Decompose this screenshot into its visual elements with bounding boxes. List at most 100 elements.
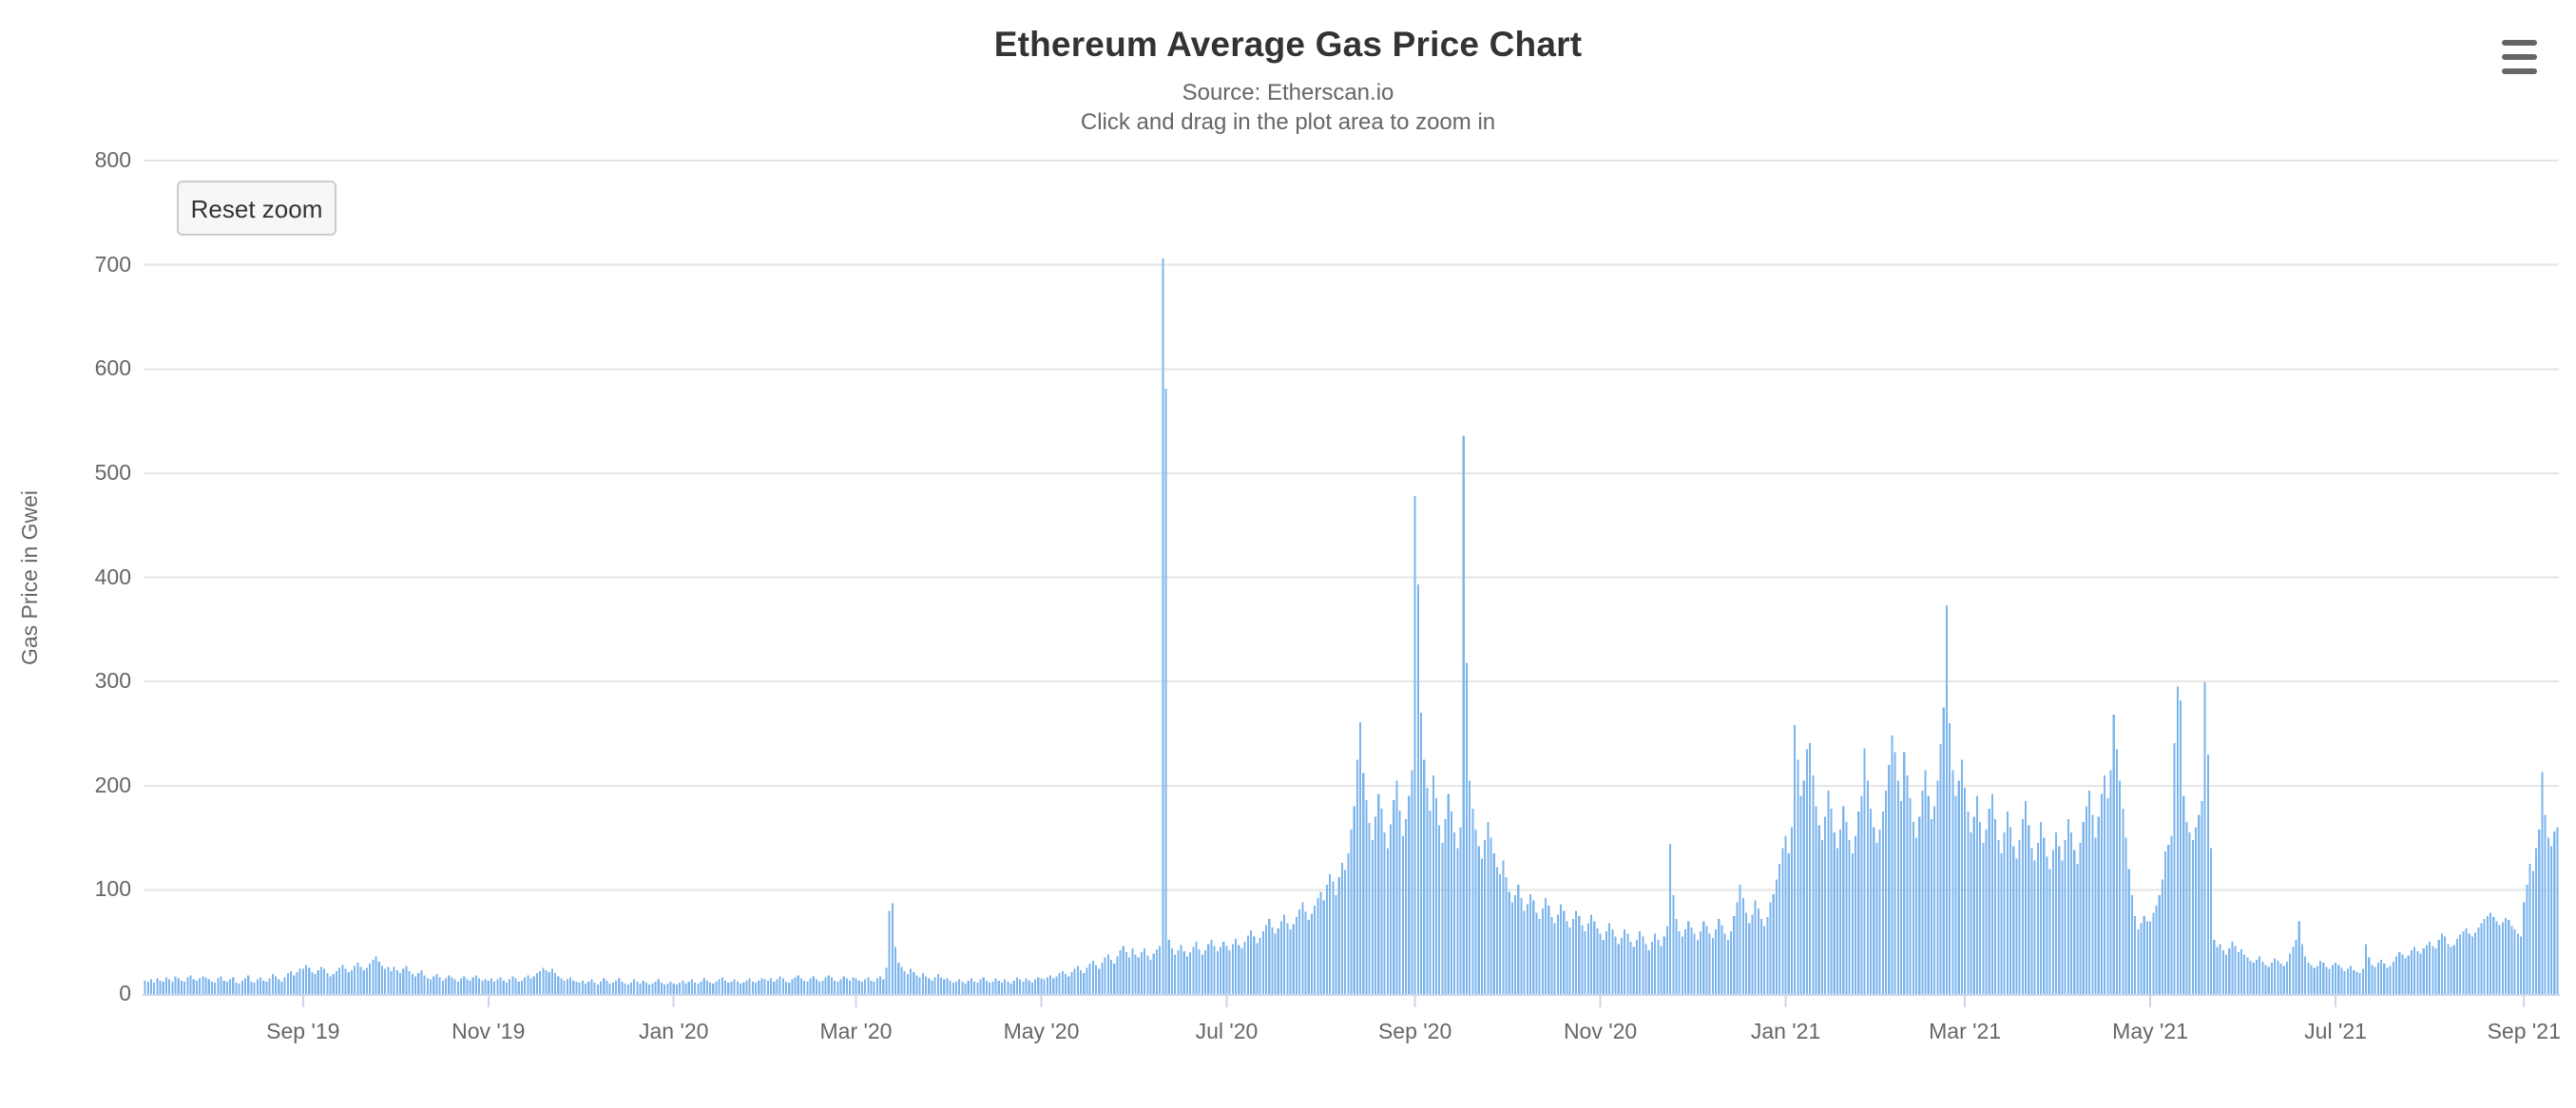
bar: [202, 976, 204, 994]
x-axis-tick-label: Nov '20: [1563, 1019, 1638, 1043]
bar: [590, 979, 593, 994]
bar: [192, 979, 195, 994]
bar: [946, 978, 949, 994]
bar: [1899, 801, 1903, 994]
bar: [1101, 963, 1104, 994]
bar: [1116, 956, 1119, 994]
bar: [250, 981, 253, 994]
bar: [587, 981, 590, 994]
bar: [240, 980, 243, 994]
bar: [2447, 944, 2450, 994]
bar: [2310, 965, 2313, 994]
bar: [648, 984, 651, 994]
bar: [554, 973, 557, 994]
bar: [1665, 926, 1668, 994]
context-menu-icon[interactable]: [2502, 38, 2544, 76]
bar: [2185, 822, 2188, 994]
bar: [417, 973, 420, 994]
bar: [1802, 780, 1805, 994]
bar: [1383, 832, 1386, 994]
bar: [222, 980, 225, 994]
bar: [1878, 829, 1881, 994]
reset-zoom-button[interactable]: Reset zoom: [177, 181, 336, 236]
bar: [1246, 935, 1249, 994]
bar: [423, 975, 426, 994]
bar: [557, 976, 560, 994]
bar: [1559, 904, 1563, 994]
bar: [159, 980, 162, 994]
bar: [1535, 912, 1538, 994]
bar: [1432, 774, 1434, 994]
bar: [2145, 921, 2148, 994]
bar: [885, 967, 888, 994]
bar: [1495, 867, 1498, 994]
bar: [1070, 971, 1073, 994]
bar: [509, 979, 511, 994]
bar: [1043, 979, 1046, 994]
bar: [2452, 945, 2455, 994]
bar: [2459, 934, 2462, 994]
bar: [1198, 948, 1201, 994]
bar: [189, 975, 192, 994]
bar: [1295, 916, 1298, 994]
bar: [1411, 770, 1413, 994]
y-axis-tick-label: 400: [94, 564, 131, 589]
bar: [560, 978, 563, 994]
bar: [1480, 858, 1483, 994]
bar: [2106, 797, 2109, 994]
bar: [2274, 958, 2277, 994]
bar: [788, 982, 791, 994]
bar: [186, 977, 189, 994]
bar: [1766, 916, 1769, 994]
bar: [377, 962, 380, 994]
bar: [663, 984, 666, 994]
bar: [903, 970, 906, 994]
bar: [812, 976, 815, 994]
bar: [2516, 933, 2519, 994]
bar: [614, 980, 618, 994]
bar: [1088, 964, 1091, 994]
bar: [1644, 944, 1647, 994]
bar: [210, 981, 213, 994]
bar: [636, 981, 639, 994]
bar: [949, 980, 952, 994]
bar: [1817, 825, 1820, 994]
bar: [1146, 955, 1149, 994]
bar: [1128, 957, 1131, 994]
bar: [1125, 952, 1128, 994]
bar: [1563, 910, 1566, 994]
bar: [2429, 942, 2432, 994]
bar: [1438, 825, 1441, 994]
bar: [1076, 965, 1079, 994]
bar: [341, 965, 344, 994]
bar: [550, 968, 553, 994]
bar: [1404, 818, 1408, 994]
bar: [490, 978, 493, 994]
bar: [1061, 970, 1064, 994]
bar: [1845, 822, 1848, 994]
bar: [2213, 940, 2216, 994]
bar: [2520, 936, 2523, 994]
bar: [1744, 912, 1748, 994]
bar: [199, 978, 202, 994]
bar: [1222, 942, 1225, 994]
bar: [2046, 856, 2048, 994]
bar: [1702, 921, 1705, 994]
bar: [1292, 924, 1295, 994]
bar: [1721, 925, 1723, 994]
bar: [1990, 793, 1993, 994]
bar: [1820, 839, 1823, 994]
bar: [1875, 843, 1878, 994]
bar: [2048, 869, 2051, 994]
bar: [2182, 795, 2185, 994]
bar: [1556, 914, 1559, 994]
bar: [2191, 839, 2194, 994]
bar: [2340, 967, 2343, 994]
bar: [2343, 970, 2346, 994]
bar: [247, 975, 250, 994]
hamburger-bar: [2502, 54, 2537, 60]
bar: [2346, 968, 2349, 994]
bar: [511, 976, 514, 994]
bar: [1833, 832, 1836, 994]
